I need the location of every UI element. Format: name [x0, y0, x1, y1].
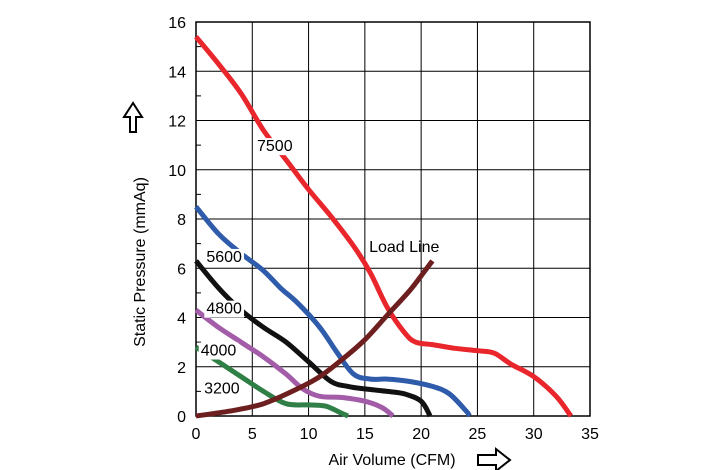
y-tick-label: 2	[177, 360, 186, 377]
y-tick-label: 14	[168, 64, 186, 81]
curve-label-5600: 5600	[206, 249, 242, 266]
curve-label-3200: 3200	[204, 381, 240, 398]
curve-label-load-line: Load Line	[369, 239, 439, 256]
curve-load-line	[195, 259, 435, 419]
curve-7500	[194, 35, 573, 418]
curve-label-bg	[255, 138, 295, 156]
x-axis-ticks: 0 5 10 15 20 25 30 35	[192, 426, 599, 443]
curves	[194, 35, 573, 419]
right-arrow-icon	[477, 446, 512, 470]
x-tick-label: 5	[248, 426, 257, 443]
x-tick-label: 15	[356, 426, 374, 443]
curve-3200	[194, 344, 349, 419]
x-axis-title: Air Volume (CFM)	[328, 452, 455, 469]
y-tick-label: 6	[177, 261, 186, 278]
curve-label-bg	[198, 342, 239, 360]
x-tick-label: 25	[469, 426, 487, 443]
curve-label-bg	[204, 248, 245, 266]
x-tick-label: 20	[412, 426, 430, 443]
y-axis-ticks: 0 2 4 6 8 10 12 14 16	[168, 15, 186, 426]
x-tick-label: 35	[581, 426, 599, 443]
y-tick-label: 16	[168, 15, 186, 32]
curve-5600	[194, 205, 472, 418]
y-tick-label: 8	[177, 212, 186, 229]
curve-label-bg	[202, 380, 242, 398]
curve-4000	[194, 308, 395, 419]
y-tick-label: 4	[177, 311, 186, 328]
curve-label-4800: 4800	[206, 301, 242, 318]
y-axis-title: Static Pressure (mmAq)	[132, 177, 149, 347]
curve-labels: 7500 5600 4800 4000 3200 Load Line	[198, 138, 439, 398]
y-tick-label: 12	[168, 114, 186, 131]
y-tick-label: 10	[168, 163, 186, 180]
x-tick-label: 30	[525, 426, 543, 443]
x-tick-label: 10	[300, 426, 318, 443]
curve-label-bg	[204, 300, 245, 318]
x-tick-label: 0	[192, 426, 201, 443]
grid	[195, 21, 591, 417]
y-tick-label: 0	[177, 409, 186, 426]
curve-label-4000: 4000	[201, 343, 237, 360]
up-arrow-icon	[122, 101, 144, 133]
curve-label-7500: 7500	[257, 138, 293, 155]
